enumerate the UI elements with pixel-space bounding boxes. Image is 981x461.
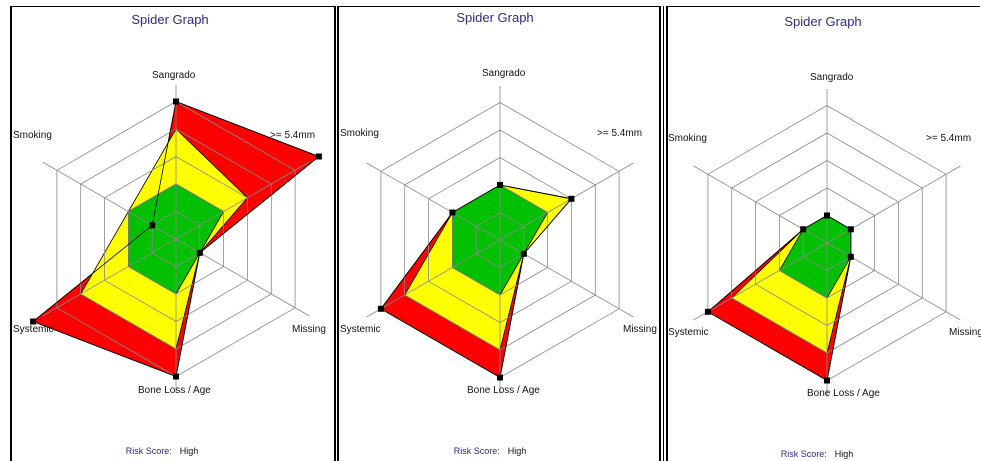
data-point [824,212,830,219]
risk-score-label: Risk Score: [780,449,827,459]
axis-label-pocket-depth: >= 5.4mm [926,133,972,144]
axis-label-sangrado: Sangrado [152,70,196,81]
panel-2-frame [337,6,661,461]
data-point [847,253,854,260]
data-point [315,153,322,160]
panel-1-frame [10,6,336,461]
risk-score: Risk Score: High [454,446,527,456]
axis-label-smoking: Smoking [340,128,379,139]
spider-chart-2 [366,86,634,394]
panel-2: Spider Graph Sangrado >= 5.4mm Missing B… [330,0,661,461]
risk-score-label: Risk Score: [453,446,500,456]
spoke-3 [826,242,961,321]
chart-title: Spider Graph [131,12,209,27]
data-point [449,209,456,216]
spoke-5 [693,242,828,321]
risk-score: Risk Score: High [126,446,199,456]
axis-label-smoking: Smoking [13,130,52,141]
data-point [149,222,156,229]
spoke-2 [499,162,634,241]
panel-3: Spider Graph Sangrado >= 5.4mm Missing B… [660,0,981,461]
axis-label-sangrado: Sangrado [482,68,526,79]
spoke-2 [826,165,961,244]
data-point [497,182,503,188]
axis-label-smoking: Smoking [668,133,707,144]
axis-label-missing: Missing [623,324,657,335]
data-point [824,377,830,384]
axis-label-pocket-depth: >= 5.4mm [270,130,316,141]
data-point [704,308,711,315]
risk-score-value: High [179,446,199,456]
data-point [568,195,575,202]
data-point [173,373,179,380]
data-point [800,226,807,233]
data-point [377,305,384,312]
axis-label-pocket-depth: >= 5.4mm [597,128,643,139]
spoke-2 [175,161,310,240]
axis-label-bone-loss: Bone Loss / Age [138,385,211,396]
data-point [30,318,37,325]
panel-3-frame [666,6,980,461]
chart-title: Spider Graph [784,14,862,29]
panel-3-divider [663,6,664,461]
axis-label-systemic: Systemic [13,324,54,335]
axis-label-bone-loss: Bone Loss / Age [807,388,880,399]
spider-chart-1 [30,85,322,393]
data-point [196,249,203,256]
data-point [497,374,503,381]
risk-score-value: High [834,449,854,459]
spoke-3 [499,239,634,318]
spoke-5 [42,238,177,317]
spoke-6 [693,165,828,244]
axis-label-bone-loss: Bone Loss / Age [467,385,540,396]
risk-score: Risk Score: High [781,449,854,459]
spoke-3 [175,238,310,317]
axis-label-systemic: Systemic [668,327,709,338]
risk-score-label: Risk Score: [125,446,172,456]
spider-chart-3 [693,89,961,397]
chart-title: Spider Graph [456,10,534,25]
risk-score-value: High [507,446,527,456]
axis-label-systemic: Systemic [340,324,381,335]
spoke-5 [366,239,501,318]
panel-1: Spider Graph Sangrado >= 5.4mm Missing B… [0,0,336,461]
data-point [173,98,179,105]
data-point [847,226,854,233]
axis-label-missing: Missing [949,327,981,338]
axis-label-missing: Missing [292,324,326,335]
spoke-6 [366,162,501,241]
data-point [520,250,527,257]
axis-label-sangrado: Sangrado [810,72,854,83]
panel-2-divider [334,6,335,461]
